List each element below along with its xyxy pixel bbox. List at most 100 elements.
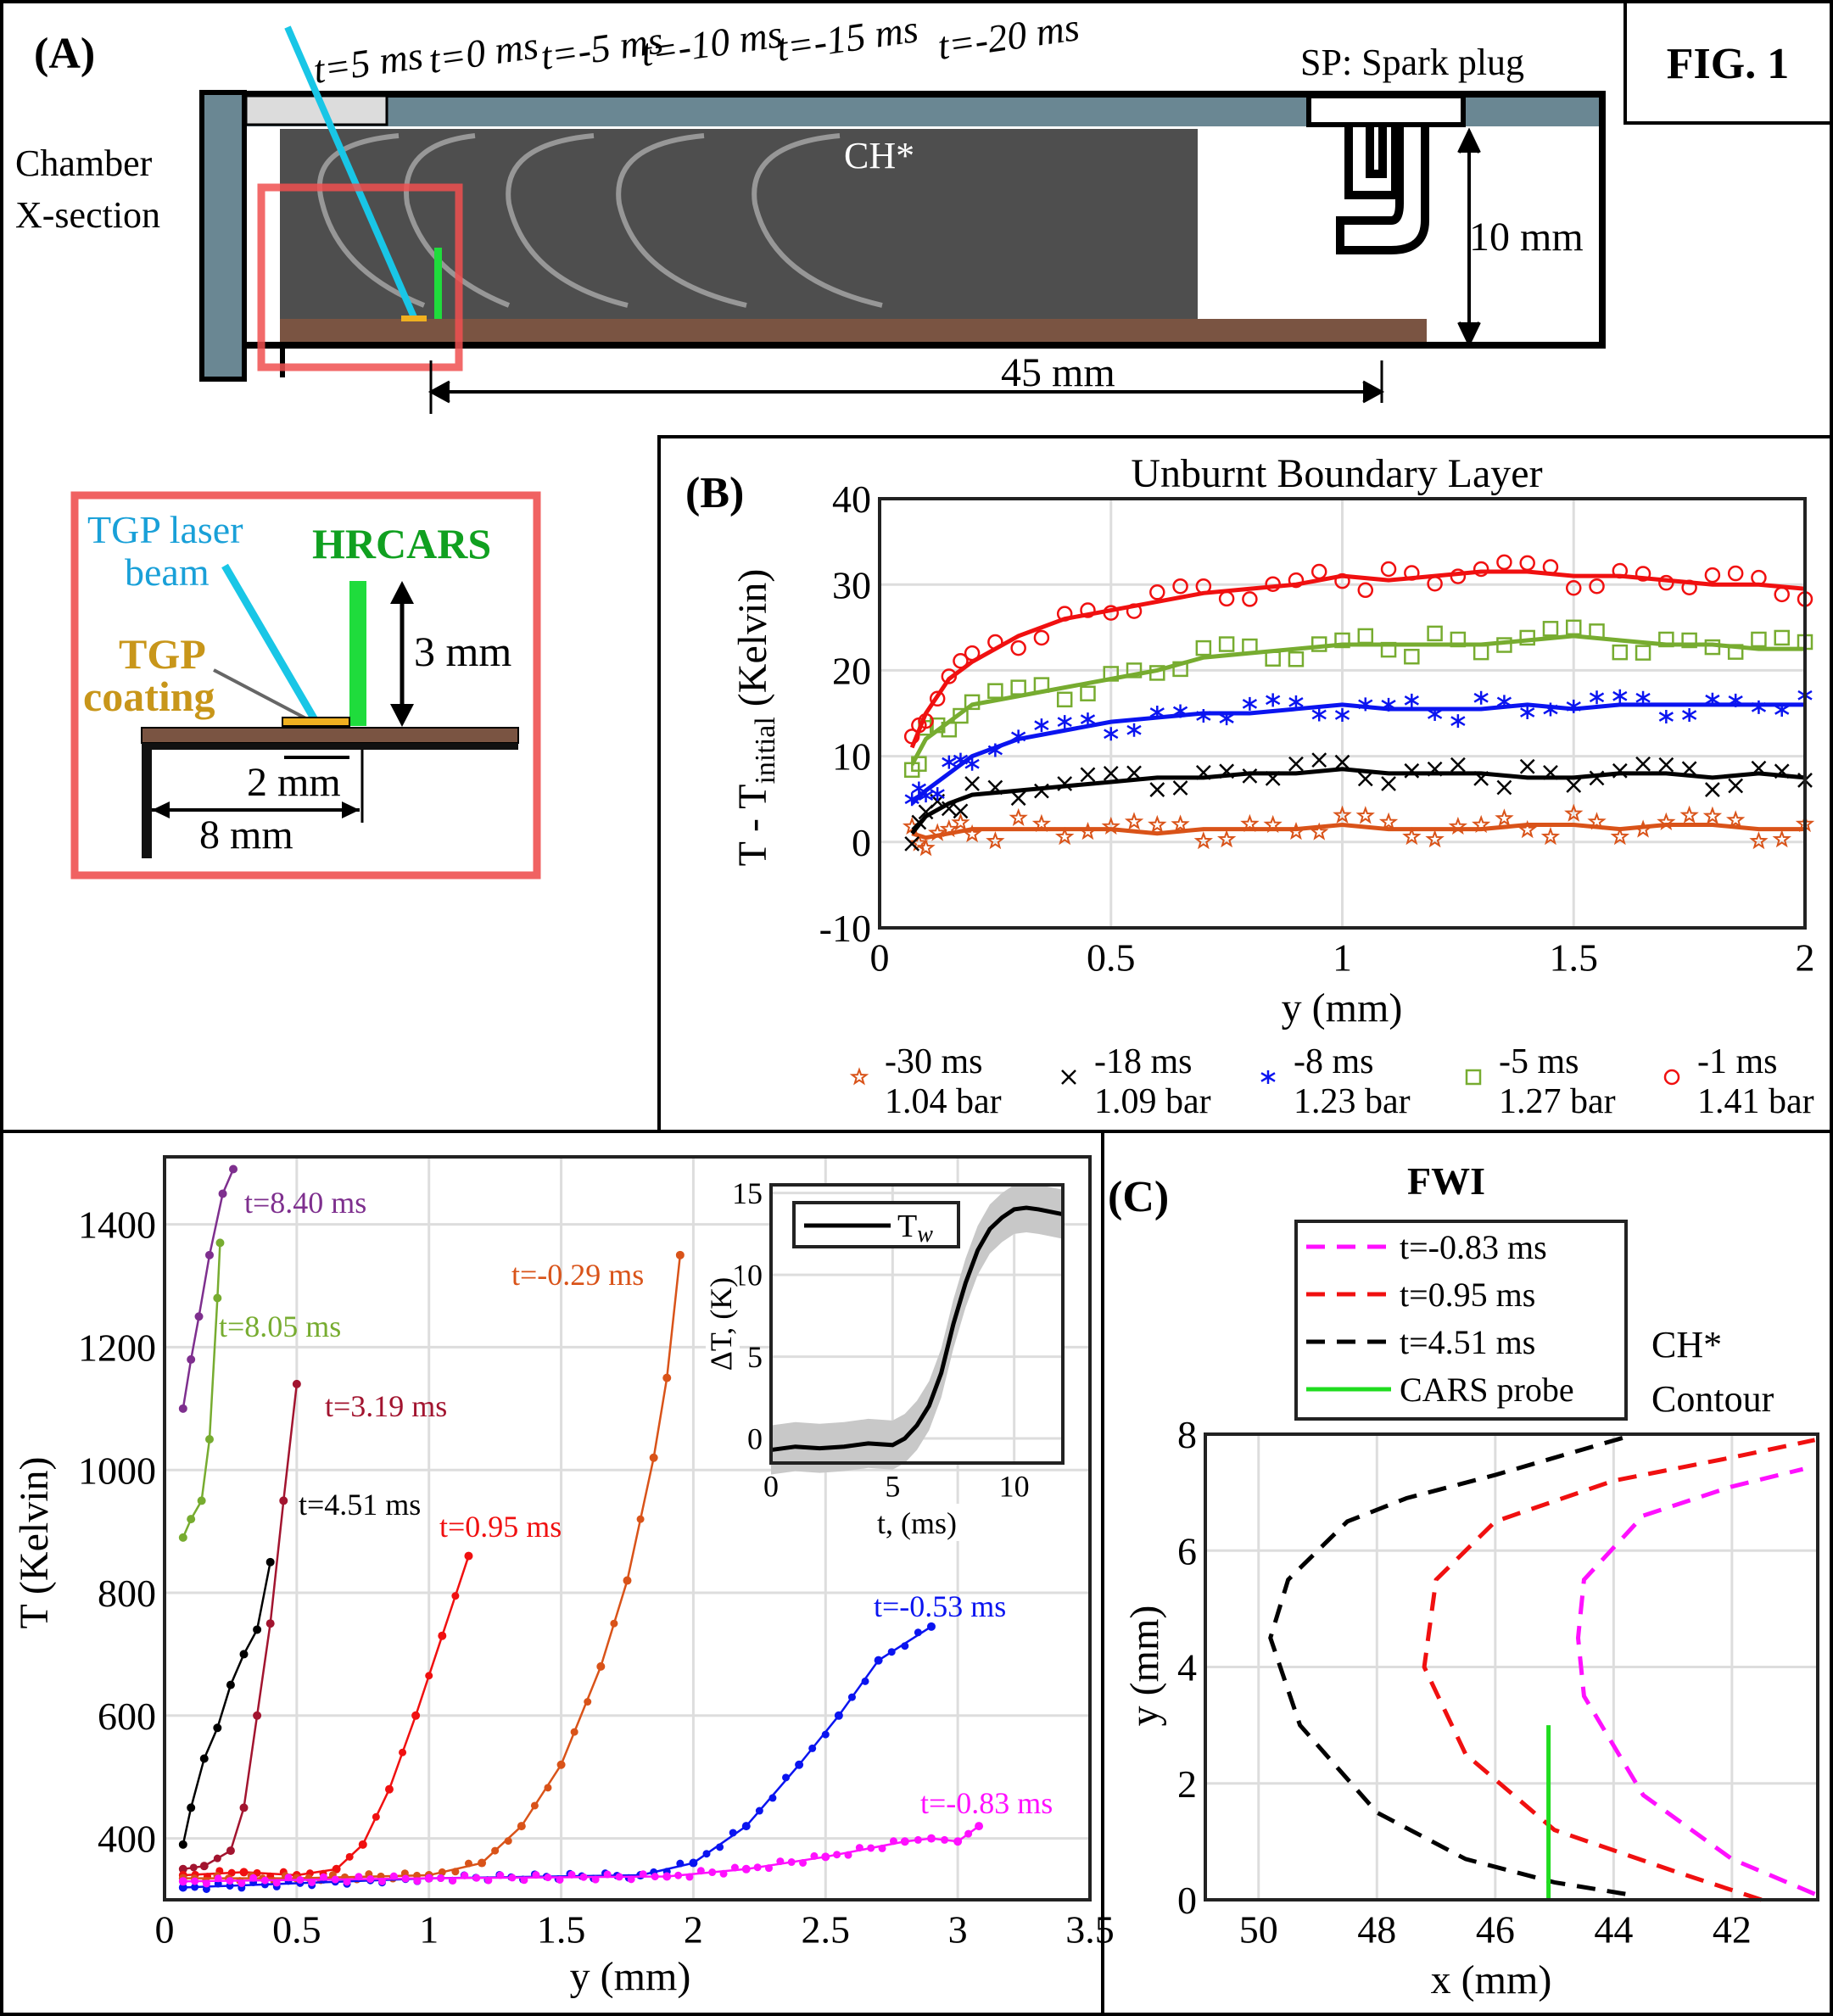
x-tick-label: 42 [1713,1908,1752,1952]
data-point [1402,826,1422,846]
legend-item: -5 ms1.27 bar [1465,1042,1616,1121]
data-point [1240,813,1260,833]
data-point [226,1680,235,1689]
data-point [1705,782,1720,797]
data-point [1519,758,1535,774]
data-point [1704,639,1721,656]
inset-axis-labels: t, (ms) ΔT, (K) [704,1270,969,1541]
data-point [1542,621,1559,637]
data-point [689,1858,698,1868]
data-point [308,1878,316,1886]
data-point [1473,644,1489,661]
legend-label: -5 ms [1499,1042,1579,1081]
series-label: t=8.05 ms [219,1310,341,1343]
data-point [178,1864,187,1874]
legend-label: t=-0.83 ms [1400,1228,1547,1266]
panel-b-title: Unburnt Boundary Layer [1131,451,1542,496]
data-point [951,813,970,831]
data-point [204,1250,214,1259]
data-point [238,1879,246,1887]
data-point [1103,605,1119,621]
data-point [472,1874,481,1882]
data-point [319,1873,327,1881]
chamber-label: Chamber [15,142,153,184]
data-point [265,1619,275,1628]
data-point [199,1754,209,1763]
data-point [1265,651,1281,667]
data-point [1057,776,1073,791]
x-tick-label: 0.5 [1087,936,1136,980]
data-point [1149,782,1165,797]
y-tick-label: 4 [1177,1646,1197,1689]
data-point [975,1822,984,1831]
y-tick-label: 40 [832,477,871,521]
data-point [696,1867,705,1875]
data-point [584,1698,592,1706]
data-point [401,1874,410,1883]
series-line [910,767,1806,835]
data-point [834,1711,843,1720]
data-point [782,1773,791,1782]
data-point [1772,829,1791,848]
time-label: t=-15 ms [774,7,920,70]
series-label: t=3.19 ms [325,1389,447,1423]
data-point [939,818,959,838]
data-point [532,1871,540,1879]
data-point [178,1840,187,1849]
data-point [964,1829,973,1838]
data-point [941,668,958,684]
data-point [484,1876,493,1885]
figure-label-box [1623,0,1833,125]
data-point [425,1672,433,1680]
data-point [878,1844,886,1852]
series-t=0.95 ms [1422,1438,1816,1902]
data-point [491,1846,500,1855]
data-point [1727,565,1744,582]
data-point [1334,572,1350,589]
y-tick-label: 15 [732,1176,763,1210]
data-point [215,1238,225,1248]
data-point [355,1873,363,1881]
data-point [708,1868,717,1877]
data-point [1310,563,1327,580]
coating-label-2: coating [83,673,215,720]
series-line [182,1561,271,1846]
y-tick-label: 800 [98,1572,156,1615]
series-label: t=-0.53 ms [874,1589,1006,1623]
data-point [1010,639,1026,656]
data-point [1702,806,1723,825]
data-point [1404,762,1420,779]
data-point [1749,831,1769,850]
data-point [253,1711,262,1720]
data-point [187,1803,196,1812]
data-point [1540,826,1561,846]
data-point [639,1870,647,1879]
data-point [1057,715,1072,729]
data-point [1635,645,1651,661]
data-point [1566,579,1582,596]
data-point [1751,631,1767,648]
spark-plug-label: SP: Spark plug [1300,42,1524,83]
data-point [674,1871,683,1879]
data-point [1357,771,1373,787]
x-tick-label: 0 [155,1908,175,1952]
y-tick-label: 20 [832,650,871,693]
laser-label: TGP laser [87,508,243,551]
data-point [1171,814,1190,833]
data-point [1056,691,1073,708]
x-tick-label: 2 [1796,936,1815,980]
panel-b-xlabel: y (mm) [1282,986,1403,1030]
dim-8mm: 8 mm [199,813,293,857]
data-point [1658,574,1674,591]
data-point [345,1852,354,1861]
data-point [753,1863,762,1872]
figure-label: FIG. 1 [1667,40,1789,88]
data-point [1263,814,1283,834]
data-point [1196,709,1211,723]
data-point [1520,705,1535,719]
data-point [1725,810,1746,829]
time-label: t=-10 ms [638,12,785,75]
inset-ylabel: ΔT, (K) [704,1277,738,1371]
data-point [1103,666,1119,682]
